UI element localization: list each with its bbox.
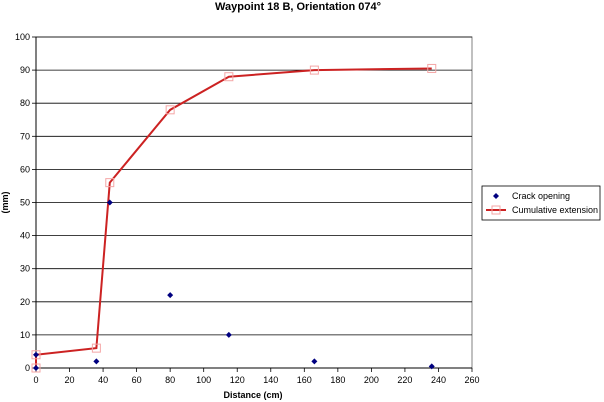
crack-opening-point [311, 358, 318, 365]
cumulative-extension-point [105, 178, 115, 188]
crack-opening-point [167, 292, 174, 299]
cumulative-extension-point [224, 72, 234, 82]
x-tick-label: 40 [98, 375, 108, 385]
y-tick-label: 100 [15, 32, 30, 42]
x-tick-label: 260 [464, 375, 479, 385]
x-tick-label: 0 [33, 375, 38, 385]
x-tick-label: 100 [196, 375, 211, 385]
crack-opening-point [33, 365, 39, 371]
y-tick-label: 0 [25, 363, 30, 373]
y-tick-label: 60 [20, 164, 30, 174]
x-tick-label: 120 [230, 375, 245, 385]
x-tick-label: 220 [397, 375, 412, 385]
y-tick-label: 10 [20, 330, 30, 340]
legend-label-cumulative-extension: Cumulative extension [512, 205, 598, 215]
y-tick-label: 50 [20, 198, 30, 208]
x-tick-label: 200 [364, 375, 379, 385]
x-tick-label: 140 [263, 375, 278, 385]
chart-title: Waypoint 18 B, Orientation 074° [215, 1, 381, 13]
y-tick-label: 40 [20, 231, 30, 241]
legend-label-crack-opening: Crack opening [512, 191, 570, 201]
y-tick-label: 30 [20, 264, 30, 274]
y-tick-label: 90 [20, 65, 30, 75]
crack-opening-point [225, 331, 232, 338]
crack-opening-point [106, 199, 113, 206]
x-tick-label: 160 [297, 375, 312, 385]
crack-opening-point [428, 363, 435, 370]
legend-marker-crack-opening [493, 193, 499, 199]
x-tick-label: 20 [65, 375, 75, 385]
crack-opening-point [33, 351, 39, 358]
y-tick-label: 80 [20, 98, 30, 108]
cumulative-extension-point [31, 350, 41, 360]
legend-box [481, 185, 601, 221]
cumulative-extension-point [427, 63, 437, 73]
cumulative-extension-point [309, 65, 319, 75]
legend: Crack opening Cumulative extension [481, 185, 601, 221]
legend-marker-cumulative-extension [491, 205, 501, 215]
x-tick-label: 60 [132, 375, 142, 385]
y-tick-label: 70 [20, 131, 30, 141]
y-axis-title: (mm) [0, 191, 10, 213]
plot-area: 0 10 20 30 40 50 60 70 80 90 100 0 20 40 60 80 100 120 140… [15, 32, 480, 385]
y-tick-label: 20 [20, 297, 30, 307]
x-tick-label: 240 [431, 375, 446, 385]
x-tick-label: 80 [165, 375, 175, 385]
crack-opening-point [93, 358, 100, 365]
cumulative-extension-point [31, 363, 41, 373]
cumulative-extension-point [91, 343, 101, 353]
series-line-cumulative-extension [35, 67, 432, 368]
cumulative-extension-point [165, 105, 175, 115]
x-tick-label: 180 [330, 375, 345, 385]
x-axis-title: Distance (cm) [223, 390, 282, 400]
